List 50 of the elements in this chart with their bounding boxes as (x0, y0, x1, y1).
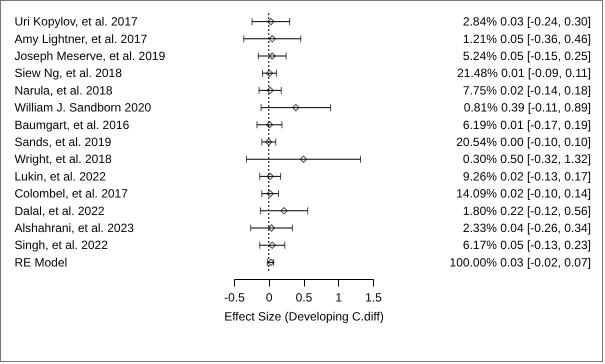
y-tick-label: Wright, et al. 2018 (14, 152, 112, 166)
y-tick-label: Dalal, et al. 2022 (14, 204, 105, 218)
point (265, 138, 272, 146)
x-tick-label: -0.5 (224, 290, 246, 304)
point (268, 52, 276, 60)
point (266, 121, 274, 128)
data-label: 100.00% 0.03 [-0.02, 0.07] (450, 255, 591, 270)
point (280, 207, 288, 214)
data-label: 7.75% 0.02 [-0.14, 0.18] (462, 83, 591, 98)
point (292, 104, 300, 112)
x-tick-label: 0 (266, 290, 273, 304)
data-label: 21.48% 0.01 [-0.09, 0.11] (457, 66, 591, 80)
data-label: 20.54% 0.00 [-0.10, 0.10] (456, 135, 591, 149)
data-label: 9.26% 0.02 [-0.13, 0.17] (462, 169, 591, 184)
x-axis-title: Effect Size (Developing C.diff) (224, 310, 384, 324)
point (266, 70, 274, 77)
y-tick-label: Sands, et al. 2019 (14, 135, 112, 149)
data-label: 2.33% 0.04 [-0.26, 0.34] (462, 221, 591, 235)
data-label: 0.30% 0.50 [-0.32, 1.32] (462, 152, 591, 166)
data-label: 0.81% 0.39 [-0.11, 0.89] (464, 100, 591, 115)
y-tick-label: Baumgart, et al. 2016 (14, 118, 130, 132)
y-tick-label: Uri Kopylov, et al. 2017 (14, 14, 138, 29)
y-tick-label: RE Model (14, 255, 68, 270)
y-tick-label: Singh, et al. 2022 (14, 238, 108, 252)
x-tick-label: 0.5 (296, 290, 313, 304)
point (267, 18, 274, 26)
data-label: 14.09% 0.02 [-0.10, 0.14] (456, 186, 591, 201)
data-label: 1.21% 0.05 [-0.36, 0.46] (462, 32, 591, 46)
y-tick-label: Joseph Meserve, et al. 2019 (14, 49, 166, 63)
y-tick-label: Colombel, et al. 2017 (14, 186, 128, 201)
point (266, 172, 274, 180)
data-label: 2.84% 0.03 [-0.24, 0.30] (462, 14, 591, 29)
point (268, 242, 276, 249)
y-tick-label: Lukin, et al. 2022 (14, 169, 106, 184)
data-label: 1.80% 0.22 [-0.12, 0.56] (462, 204, 591, 218)
point (266, 86, 274, 94)
data-label: 5.24% 0.05 [-0.15, 0.25] (462, 49, 591, 63)
data-label: 6.17% 0.05 [-0.13, 0.23] (462, 238, 591, 252)
point (268, 35, 276, 42)
y-tick-label: William J. Sandborn 2020 (14, 100, 152, 115)
point (268, 224, 276, 232)
y-tick-label: Alshahrani, et al. 2023 (14, 221, 134, 235)
x-tick-label: 1 (335, 290, 342, 304)
point (300, 156, 308, 163)
y-tick-label: Siew Ng, et al. 2018 (14, 66, 122, 80)
data-label: 6.19% 0.01 [-0.17, 0.19] (462, 118, 591, 132)
y-tick-label: Narula, et al. 2018 (14, 83, 113, 98)
y-tick-label: Amy Lightner, et al. 2017 (14, 32, 148, 46)
point (266, 190, 274, 198)
x-tick-label: 1.5 (365, 290, 382, 304)
